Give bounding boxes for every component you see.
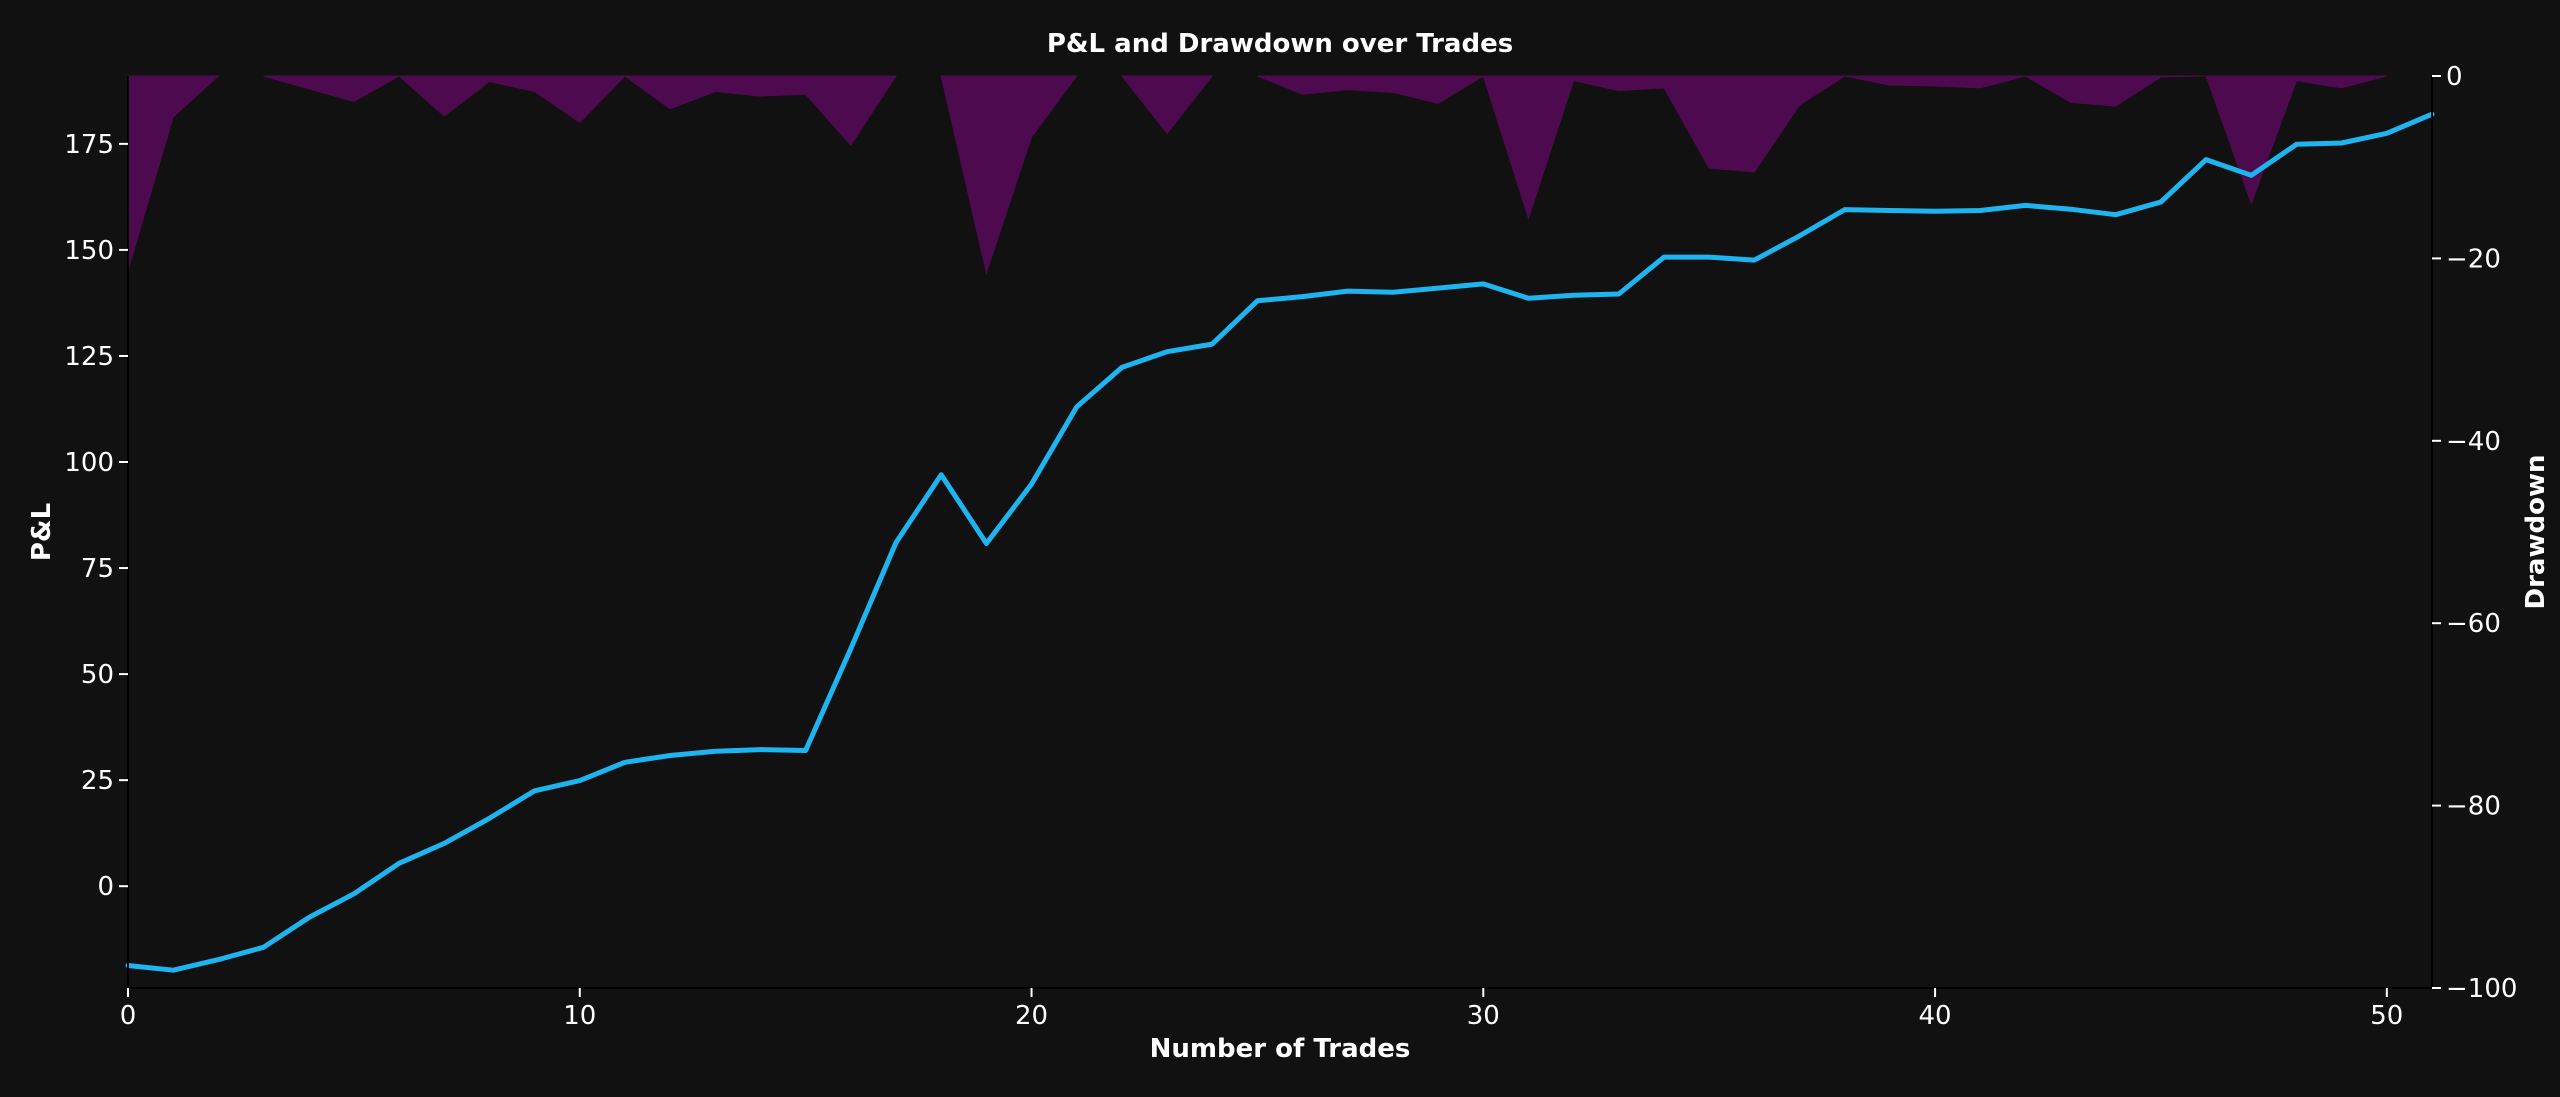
drawdown-area-segment	[1844, 75, 2026, 89]
drawdown-area-segment	[1257, 75, 1486, 104]
left-y-axis-label: P&L	[27, 503, 57, 561]
left-y-tick-label: 75	[81, 554, 114, 584]
x-tick-label: 20	[1015, 1001, 1048, 1031]
drawdown-area-segment	[1120, 75, 1214, 135]
x-tick-label: 10	[563, 1001, 596, 1031]
x-tick-label: 50	[2370, 1001, 2403, 1031]
drawdown-area-segment	[263, 75, 402, 103]
x-tick-label: 30	[1467, 1001, 1500, 1031]
right-y-tick-label: −60	[2446, 609, 2501, 639]
ticks-layer: 0 10 20 30 40 50 0 25 50 75 100 125 150 175 0 −20 −40 −60…	[64, 62, 2517, 1031]
right-y-axis-label: Drawdown	[2521, 455, 2551, 610]
left-y-tick-label: 25	[81, 766, 114, 796]
pnl-series-line	[125, 111, 2435, 973]
left-y-tick-label: 150	[64, 236, 114, 266]
right-y-tick-label: −80	[2446, 792, 2501, 822]
right-y-tick-label: 0	[2446, 62, 2463, 92]
left-y-tick-label: 50	[81, 660, 114, 690]
right-y-tick-label: −100	[2446, 974, 2517, 1004]
left-y-tick-label: 125	[64, 342, 114, 372]
x-axis-label: Number of Trades	[1150, 1034, 1411, 1064]
left-y-tick-label: 175	[64, 130, 114, 160]
left-y-tick-label: 100	[64, 448, 114, 478]
drawdown-area-segment	[397, 75, 627, 124]
drawdown-area-segment	[127, 75, 220, 271]
right-y-tick-label: −20	[2446, 244, 2501, 274]
drawdown-area-segment	[2023, 75, 2207, 107]
drawdown-area-layer	[127, 75, 2387, 275]
x-tick-label: 0	[120, 1001, 137, 1031]
x-tick-label: 40	[1919, 1001, 1952, 1031]
pnl-line-layer	[125, 111, 2435, 973]
right-y-tick-label: −40	[2446, 427, 2501, 457]
drawdown-area-segment	[940, 75, 1078, 275]
drawdown-area-segment	[1482, 75, 1847, 220]
left-y-tick-label: 0	[97, 872, 114, 902]
chart-title: P&L and Drawdown over Trades	[1047, 29, 1513, 59]
axes-layer	[127, 76, 2433, 989]
drawdown-area-segment	[623, 75, 897, 147]
